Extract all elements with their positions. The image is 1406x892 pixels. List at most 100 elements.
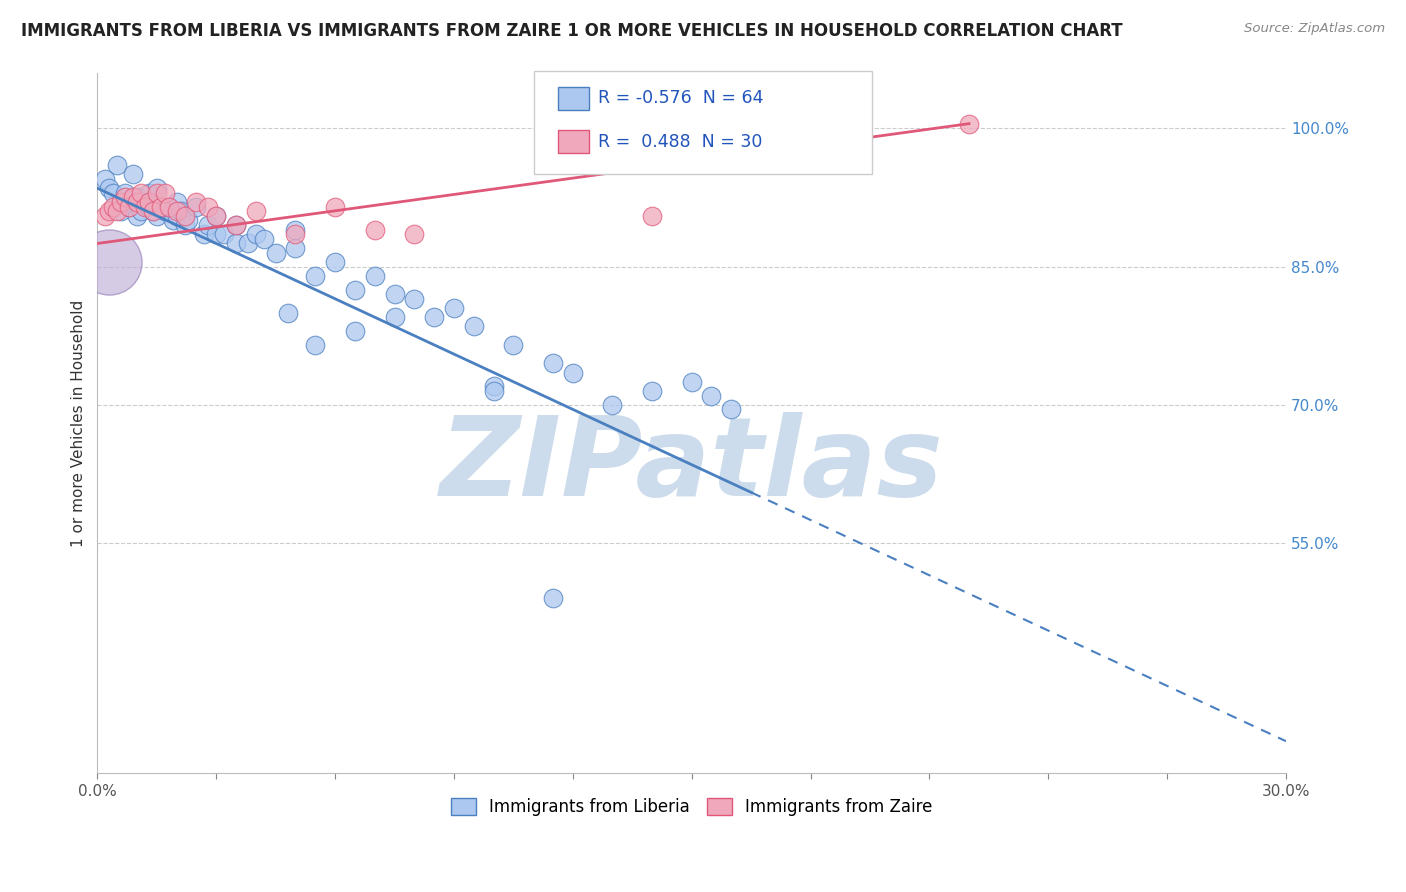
Point (343, 324, 366, 338)
Point (98, 255, 121, 269)
Point (162, 213, 184, 227)
Point (125, 194, 148, 209)
Point (720, 402, 742, 417)
Point (153, 186, 176, 200)
Point (122, 167, 145, 181)
Point (110, 194, 132, 209)
Point (245, 204, 267, 219)
Point (284, 227, 307, 242)
Point (482, 379, 505, 393)
Point (602, 398, 624, 412)
Point (225, 218, 247, 232)
Point (98, 204, 121, 219)
Point (138, 186, 160, 200)
Point (149, 200, 172, 214)
Point (118, 200, 141, 214)
Point (114, 190, 136, 204)
Point (641, 209, 664, 223)
Point (138, 200, 160, 214)
Point (98, 181, 121, 195)
Point (105, 158, 128, 172)
Point (323, 255, 346, 269)
Point (284, 241, 307, 255)
Point (122, 190, 145, 204)
Point (304, 268, 326, 283)
Point (205, 227, 228, 242)
Point (169, 204, 191, 219)
Point (149, 200, 172, 214)
Point (197, 218, 219, 232)
Point (138, 194, 160, 209)
Text: Source: ZipAtlas.com: Source: ZipAtlas.com (1244, 22, 1385, 36)
Point (142, 204, 165, 219)
Point (166, 204, 188, 219)
Point (284, 222, 307, 236)
Point (541, 356, 564, 370)
Point (384, 287, 406, 301)
Point (94, 172, 117, 186)
Point (193, 227, 215, 242)
Point (125, 209, 148, 223)
Point (173, 209, 195, 223)
Point (103, 186, 125, 200)
Point (264, 245, 287, 260)
Point (541, 591, 564, 606)
Point (225, 218, 247, 232)
Point (404, 227, 426, 242)
Point (641, 384, 664, 398)
Point (157, 200, 180, 214)
Point (443, 301, 465, 315)
Point (423, 310, 446, 325)
Point (304, 338, 326, 352)
Point (186, 200, 208, 214)
Point (186, 194, 208, 209)
Point (323, 200, 346, 214)
Point (463, 319, 485, 334)
Point (205, 209, 228, 223)
Point (153, 204, 176, 219)
Point (166, 194, 188, 209)
Point (129, 204, 152, 219)
Text: ZIPatlas: ZIPatlas (440, 412, 943, 519)
Point (363, 268, 385, 283)
Point (146, 209, 169, 223)
Point (236, 236, 259, 251)
Point (118, 200, 141, 214)
Point (177, 213, 200, 227)
Point (173, 218, 195, 232)
Point (166, 209, 188, 223)
Point (110, 204, 132, 219)
Point (103, 200, 125, 214)
Y-axis label: 1 or more Vehicles in Household: 1 or more Vehicles in Household (72, 300, 86, 547)
Point (146, 181, 169, 195)
Point (134, 194, 156, 209)
Point (957, 117, 980, 131)
Point (125, 190, 148, 204)
Point (197, 200, 219, 214)
Point (245, 227, 267, 242)
Point (205, 209, 228, 223)
Point (142, 204, 165, 219)
Point (129, 186, 152, 200)
Point (404, 292, 426, 306)
Point (114, 186, 136, 200)
Point (363, 222, 385, 236)
Point (502, 338, 524, 352)
Point (384, 310, 406, 325)
Point (105, 204, 128, 219)
Point (212, 227, 235, 242)
Text: R =  0.488  N = 30: R = 0.488 N = 30 (598, 133, 762, 151)
Point (700, 388, 723, 402)
Point (343, 283, 366, 297)
Text: R = -0.576  N = 64: R = -0.576 N = 64 (598, 89, 763, 107)
Point (94, 209, 117, 223)
Point (561, 366, 583, 380)
Point (681, 375, 703, 389)
Legend: Immigrants from Liberia, Immigrants from Zaire: Immigrants from Liberia, Immigrants from… (443, 789, 941, 824)
Point (157, 200, 180, 214)
Point (134, 200, 156, 214)
Text: IMMIGRANTS FROM LIBERIA VS IMMIGRANTS FROM ZAIRE 1 OR MORE VEHICLES IN HOUSEHOLD: IMMIGRANTS FROM LIBERIA VS IMMIGRANTS FR… (21, 22, 1123, 40)
Point (253, 232, 276, 246)
Point (277, 305, 299, 319)
Point (225, 236, 247, 251)
